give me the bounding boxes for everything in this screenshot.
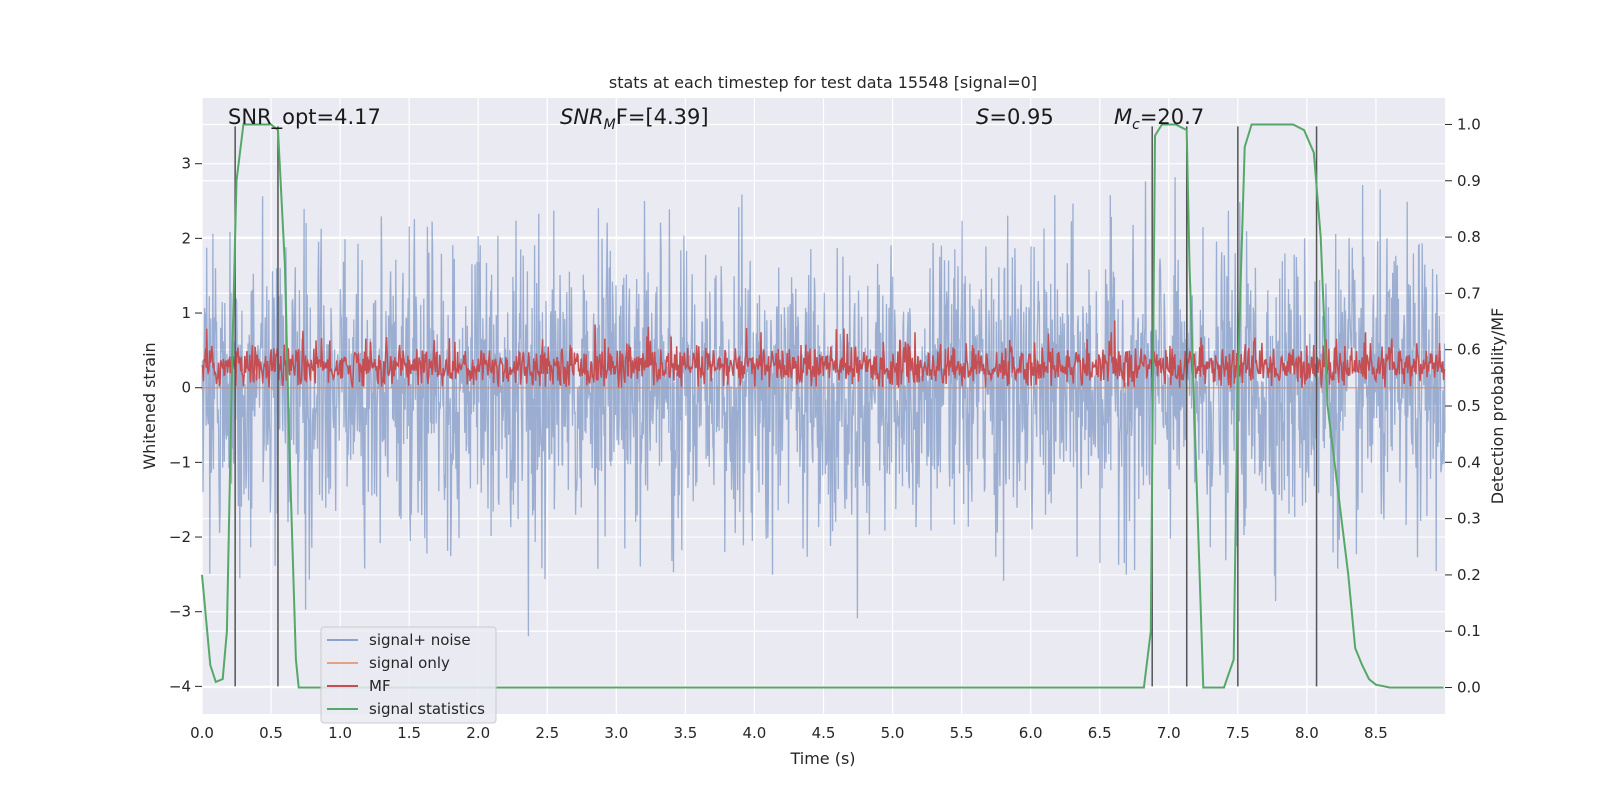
y-tick-label-left: 2 [181,229,191,247]
y-tick-label-right: 1.0 [1457,115,1481,133]
x-tick-label: 3.0 [604,724,628,742]
x-tick-label: 4.0 [743,724,767,742]
legend-label-mf: MF [369,677,391,695]
legend: signal+ noise signal only MF signal stat… [320,626,497,724]
y-tick-label-right: 0.1 [1457,622,1481,640]
x-tick-label: 6.5 [1088,724,1112,742]
x-tick-label: 8.5 [1364,724,1388,742]
y-axis-label-right: Detection probability/MF [1488,308,1507,505]
series-signal-statistics [201,123,1444,689]
x-tick-label: 1.5 [397,724,421,742]
legend-label-signal-statistics: signal statistics [369,700,485,718]
y-tick-label-right: 0.3 [1457,510,1481,528]
legend-label-signal-only: signal only [369,654,450,672]
y-axis-label-left: Whitened strain [140,342,159,469]
annotation-snr-mf-main: SNR [560,105,604,129]
y-tick-labels-left: 3 2 1 0 −1 −2 −3 −4 [169,155,202,695]
annotation-mc-main: M [1114,105,1132,129]
annotation-s-main: S [976,105,989,129]
annotation-snr-mf-sub: M [604,117,616,133]
y-tick-label-right: 0.6 [1457,341,1481,359]
x-tick-label: 5.0 [881,724,905,742]
y-tick-labels-right: 1.0 0.9 0.8 0.7 0.6 0.5 0.4 0.3 0.2 0.1 0.0 [1445,115,1481,697]
y-tick-label-left: −4 [169,677,191,695]
y-tick-label-right: 0.4 [1457,453,1481,471]
x-tick-label: 2.5 [535,724,559,742]
annotation-mc-tail: =20.7 [1140,105,1204,129]
y-tick-label-right: 0.9 [1457,172,1481,190]
x-tick-label: 5.5 [950,724,974,742]
x-tick-label: 0.5 [259,724,283,742]
y-tick-label-right: 0.8 [1457,228,1481,246]
chart-title: stats at each timestep for test data 155… [609,73,1037,92]
y-tick-label-right: 0.5 [1457,397,1481,415]
x-tick-label: 6.0 [1019,724,1043,742]
y-tick-label-right: 0.7 [1457,284,1481,302]
y-tick-label-left: −3 [169,603,191,621]
y-tick-label-left: 0 [181,379,191,397]
annotation-snr-mf-tail: F=[4.39] [616,105,709,129]
legend-box [320,626,497,724]
x-tick-label: 7.5 [1226,724,1250,742]
x-tick-label: 8.0 [1295,724,1319,742]
annotation-snr-opt: SNR_opt=4.17 [228,105,381,130]
x-tick-label: 0.0 [190,724,214,742]
x-tick-label: 1.0 [328,724,352,742]
annotation-s-tail: =0.95 [989,105,1053,129]
annotation-snr-mf: SNRMF=[4.39] [560,105,709,133]
annotation-s: S=0.95 [976,105,1054,129]
annotation-mc-sub: c [1132,117,1140,133]
x-tick-label: 3.5 [673,724,697,742]
annotation-mc: Mc=20.7 [1114,105,1204,133]
y-tick-label-left: −2 [169,528,191,546]
y-tick-label-left: −1 [169,453,191,471]
x-tick-label: 2.0 [466,724,490,742]
x-tick-labels: 0.0 0.5 1.0 1.5 2.0 2.5 3.0 3.5 4.0 4.5 5.0 5.5 6.0 6… [190,724,1388,742]
legend-label-signal-noise: signal+ noise [369,631,471,649]
x-tick-label: 4.5 [812,724,836,742]
y-tick-label-right: 0.0 [1457,679,1481,697]
y-tick-label-right: 0.2 [1457,566,1481,584]
plot-area [201,123,1446,689]
x-axis-label: Time (s) [789,749,855,768]
y-tick-label-left: 3 [181,155,191,173]
x-tick-label: 7.0 [1157,724,1181,742]
y-tick-label-left: 1 [181,304,191,322]
